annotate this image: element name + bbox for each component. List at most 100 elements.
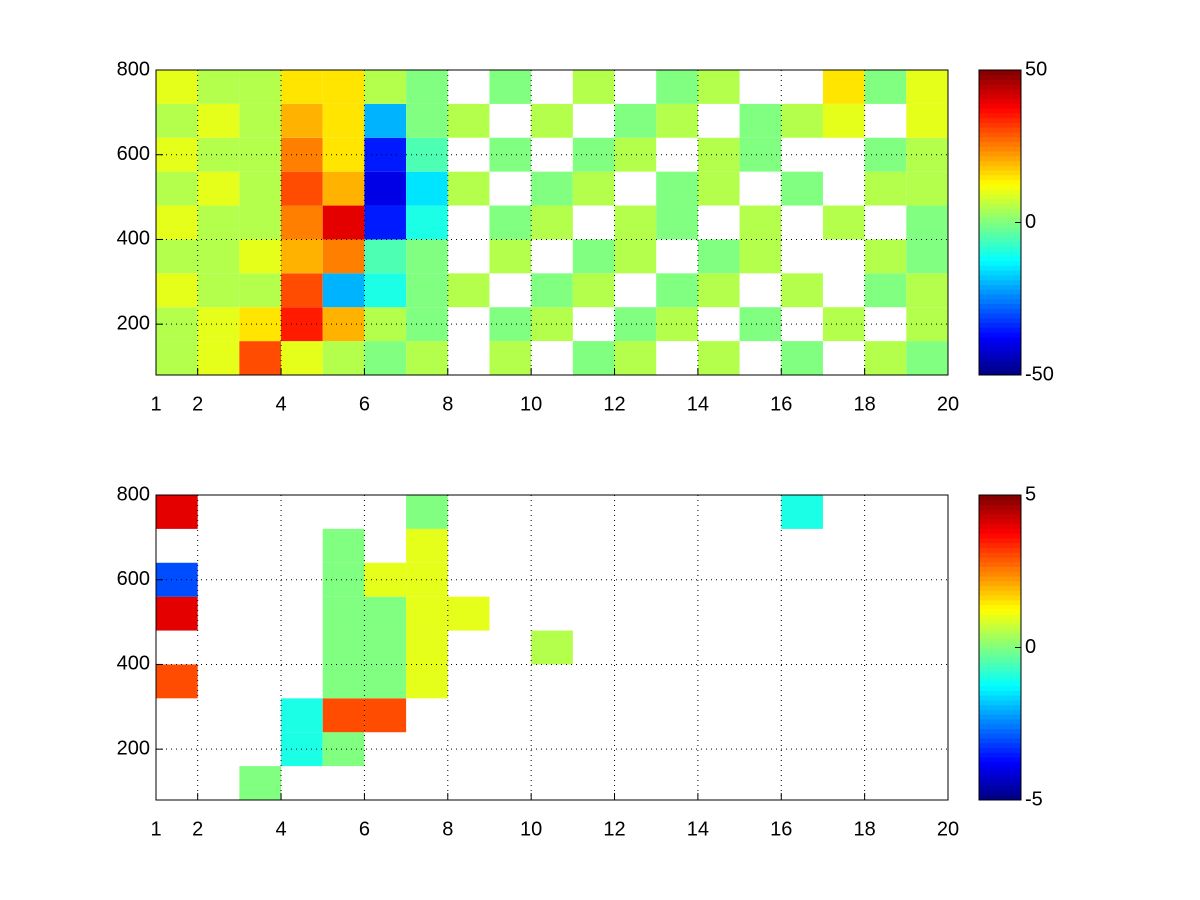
heat-cell — [614, 239, 657, 274]
heat-cell — [781, 273, 823, 308]
colorbar-swatch — [979, 155, 1021, 162]
heat-cell — [239, 137, 282, 172]
colorbar-swatch — [979, 355, 1021, 362]
colorbar-swatch — [979, 623, 1021, 629]
heat-cell — [697, 239, 740, 274]
heat-cell — [239, 171, 282, 206]
heat-cell — [281, 205, 323, 240]
heat-cell — [864, 171, 907, 206]
colorbar-swatch — [979, 604, 1021, 610]
y-tick-label: 400 — [117, 228, 150, 250]
heat-cell — [572, 137, 615, 172]
heat-cell — [364, 664, 407, 699]
heat-cell — [531, 103, 573, 138]
colorbar-swatch — [979, 523, 1021, 529]
x-tick-label: 12 — [603, 393, 625, 415]
heat-cell — [906, 341, 948, 375]
heat-cell — [697, 171, 740, 206]
heat-cell — [614, 137, 657, 172]
colorbar-swatch — [979, 260, 1021, 266]
colorbar-swatch — [979, 327, 1021, 333]
colorbar-swatch — [979, 346, 1021, 352]
colorbar-swatch — [979, 590, 1021, 596]
colorbar-swatch — [979, 93, 1021, 100]
colorbar-swatch — [979, 165, 1021, 171]
x-tick-label: 18 — [854, 393, 876, 415]
colorbar-tick-label: 0 — [1025, 211, 1036, 233]
heat-cell — [322, 137, 365, 172]
heat-cell — [906, 70, 948, 104]
colorbar-swatch — [979, 676, 1021, 682]
colorbar-swatch — [979, 360, 1021, 366]
colorbar-swatch — [979, 98, 1021, 104]
heat-cell — [322, 273, 365, 308]
heat-cell — [489, 70, 532, 104]
x-tick-label: 14 — [687, 818, 709, 840]
colorbar-swatch — [979, 208, 1021, 214]
heat-cell — [864, 70, 907, 104]
heat-cell — [364, 205, 407, 240]
heat-cell — [322, 630, 365, 665]
heat-cell — [322, 698, 365, 733]
y-tick-label: 800 — [117, 58, 150, 80]
colorbar-swatch — [979, 766, 1021, 772]
colorbar-tick-label: 5 — [1025, 483, 1036, 505]
colorbar-swatch — [979, 174, 1021, 181]
heat-cell — [281, 273, 323, 308]
heat-cell — [531, 171, 573, 206]
heat-cell — [322, 562, 365, 597]
y-tick-label: 600 — [117, 143, 150, 165]
heat-cell — [239, 205, 282, 240]
heat-cell — [781, 341, 823, 375]
colorbar-swatch — [979, 227, 1021, 233]
heat-cell — [531, 205, 573, 240]
colorbar-swatch — [979, 336, 1021, 343]
colorbar-swatch — [979, 542, 1021, 548]
heat-cell — [614, 307, 657, 342]
heat-cell — [406, 630, 448, 665]
heat-cell — [739, 137, 782, 172]
heat-cell — [531, 273, 573, 308]
colorbar-swatch — [979, 84, 1021, 90]
heat-cell — [697, 273, 740, 308]
heat-cell — [739, 205, 782, 240]
colorbar-swatch — [979, 184, 1021, 190]
colorbar-swatch — [979, 222, 1021, 228]
colorbar-swatch — [979, 537, 1021, 544]
heat-cell — [572, 273, 615, 308]
colorbar-swatch — [979, 160, 1021, 166]
colorbar-tick-label: -5 — [1025, 788, 1043, 810]
colorbar-swatch — [979, 776, 1021, 782]
heat-cell — [322, 171, 365, 206]
x-tick-label: 6 — [359, 393, 370, 415]
heat-cell — [281, 70, 323, 104]
colorbar-box — [978, 69, 1022, 376]
colorbar-swatch — [979, 771, 1021, 777]
colorbar-swatch — [979, 284, 1021, 290]
heat-cell — [906, 273, 948, 308]
colorbar-swatch — [979, 131, 1021, 138]
colorbar-swatch — [979, 671, 1021, 677]
heat-cell — [614, 205, 657, 240]
colorbar-swatch — [979, 198, 1021, 204]
colorbar-swatch — [979, 255, 1021, 262]
colorbar-swatch — [979, 661, 1021, 668]
colorbar-swatch — [979, 752, 1021, 758]
heat-cell — [197, 341, 240, 375]
heat-cell — [906, 205, 948, 240]
colorbar-swatch — [979, 528, 1021, 534]
heat-cell — [364, 630, 407, 665]
colorbar-swatch — [979, 495, 1021, 501]
heat-cell — [447, 273, 490, 308]
heat-cell — [572, 70, 615, 104]
colorbar-swatch — [979, 561, 1021, 567]
colorbar-swatch — [979, 628, 1021, 634]
colorbar-swatch — [979, 690, 1021, 696]
heat-cell — [864, 341, 907, 375]
heat-cell — [489, 341, 532, 375]
heat-cell — [364, 307, 407, 342]
heat-cell — [906, 239, 948, 274]
heat-cell — [322, 205, 365, 240]
colorbar-swatch — [979, 179, 1021, 185]
colorbar-swatch — [979, 733, 1021, 739]
